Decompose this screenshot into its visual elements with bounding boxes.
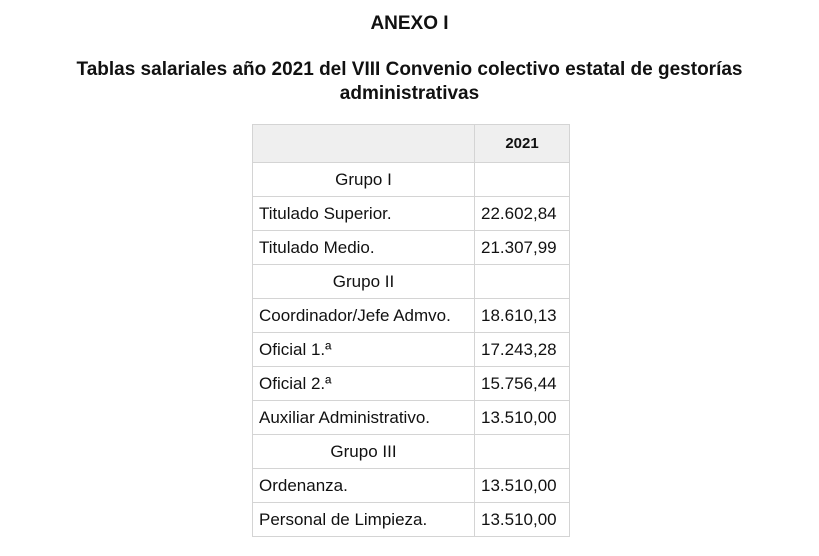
- annex-heading: ANEXO I: [370, 13, 449, 34]
- category-cell: Titulado Superior.: [252, 196, 475, 231]
- group-row: Grupo III: [252, 434, 570, 469]
- salary-cell: 21.307,99: [474, 230, 570, 265]
- category-cell: Coordinador/Jefe Admvo.: [252, 298, 475, 333]
- group-row: Grupo II: [252, 264, 570, 299]
- document-title: Tablas salariales año 2021 del VIII Conv…: [76, 59, 743, 104]
- salary-table: 2021 Grupo I Titulado Superior. 22.602,84 T…: [252, 124, 570, 537]
- category-cell: Auxiliar Administrativo.: [252, 400, 475, 435]
- salary-cell: [474, 264, 570, 299]
- salary-cell: 17.243,28: [474, 332, 570, 367]
- salary-cell: 13.510,00: [474, 502, 570, 537]
- header-cell-category: [252, 124, 475, 163]
- group-row: Grupo I: [252, 162, 570, 197]
- table-row: Coordinador/Jefe Admvo. 18.610,13: [252, 298, 570, 333]
- salary-cell: [474, 162, 570, 197]
- salary-cell: 13.510,00: [474, 400, 570, 435]
- salary-cell: [474, 434, 570, 469]
- group-label: Grupo I: [252, 162, 475, 197]
- table-row: Titulado Medio. 21.307,99: [252, 230, 570, 265]
- salary-cell: 13.510,00: [474, 468, 570, 503]
- table-row: Auxiliar Administrativo. 13.510,00: [252, 400, 570, 435]
- category-cell: Oficial 1.ª: [252, 332, 475, 367]
- category-cell: Ordenanza.: [252, 468, 475, 503]
- table-row: Ordenanza. 13.510,00: [252, 468, 570, 503]
- group-label: Grupo III: [252, 434, 475, 469]
- salary-cell: 22.602,84: [474, 196, 570, 231]
- salary-cell: 18.610,13: [474, 298, 570, 333]
- header-cell-year: 2021: [474, 124, 570, 163]
- table-row: Titulado Superior. 22.602,84: [252, 196, 570, 231]
- table-row: Oficial 1.ª 17.243,28: [252, 332, 570, 367]
- table-row: Personal de Limpieza. 13.510,00: [252, 502, 570, 537]
- table-header-row: 2021: [252, 124, 570, 163]
- category-cell: Oficial 2.ª: [252, 366, 475, 401]
- salary-cell: 15.756,44: [474, 366, 570, 401]
- table-row: Oficial 2.ª 15.756,44: [252, 366, 570, 401]
- category-cell: Titulado Medio.: [252, 230, 475, 265]
- group-label: Grupo II: [252, 264, 475, 299]
- category-cell: Personal de Limpieza.: [252, 502, 475, 537]
